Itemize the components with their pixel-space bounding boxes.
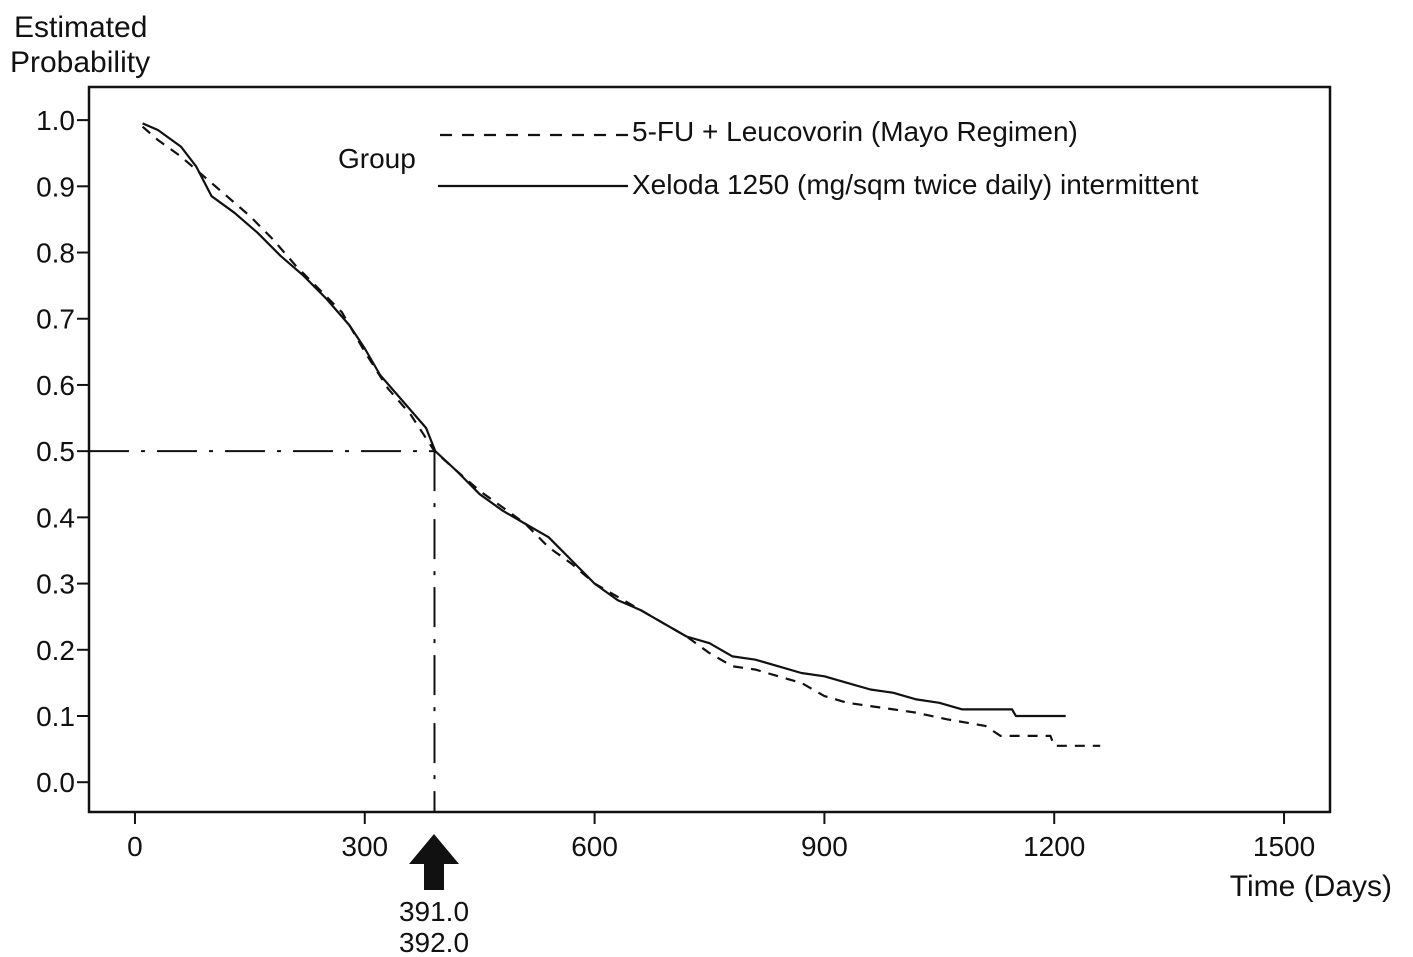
x-tick-label: 600 [571,831,618,862]
y-tick-label: 0.4 [36,502,75,533]
y-tick-label: 0.5 [36,436,75,467]
y-tick-label: 0.7 [36,304,75,335]
y-tick-label: 0.0 [36,767,75,798]
y-tick-label: 1.0 [36,105,75,136]
y-axis-title-line-1: Estimated [14,11,147,44]
legend-label-xeloda: Xeloda 1250 (mg/sqm twice daily) intermi… [632,169,1199,200]
x-axis-ticks: 0 300 600 900 1200 1500 [127,812,1315,862]
y-tick-label: 0.8 [36,238,75,269]
y-tick-label: 0.1 [36,701,75,732]
x-tick-label: 300 [341,831,388,862]
plot-frame [87,85,1332,814]
y-tick-label: 0.6 [36,370,75,401]
y-axis-title-line-2: Probability [10,46,150,79]
x-tick-label: 900 [801,831,848,862]
series-line-xeloda [142,122,1066,718]
median-label-2: 392.0 [399,927,469,957]
median-label-1: 391.0 [399,896,469,927]
y-tick-label: 0.9 [36,171,75,202]
legend-title: Group [338,143,416,174]
median-arrow [409,834,459,890]
series-layer [141,122,1101,747]
legend-label-5fu: 5-FU + Leucovorin (Mayo Regimen) [632,116,1078,147]
series-line-5fu-leucovorin [141,125,1101,747]
median-annotation: 391.0 392.0 [399,834,469,957]
x-tick-label: 1200 [1023,831,1085,862]
y-tick-label: 0.3 [36,569,75,600]
median-guide-lines [89,450,436,812]
x-tick-label: 0 [127,831,143,862]
x-tick-label: 1500 [1253,831,1315,862]
y-axis-ticks: 0.0 0.1 0.2 0.3 0.4 0.5 0.6 0.7 0.8 0.9 1.0 [36,105,89,798]
legend: Group 5-FU + Leucovorin (Mayo Regimen) X… [338,116,1199,200]
y-tick-label: 0.2 [36,635,75,666]
x-axis-title: Time (Days) [1230,870,1392,903]
